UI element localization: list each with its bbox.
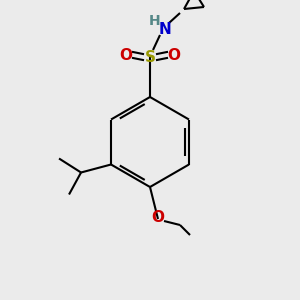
Text: O: O [152,209,164,224]
Text: N: N [159,22,171,37]
Text: H: H [149,14,161,28]
Text: S: S [145,50,155,64]
Text: O: O [167,47,181,62]
Text: O: O [119,47,133,62]
